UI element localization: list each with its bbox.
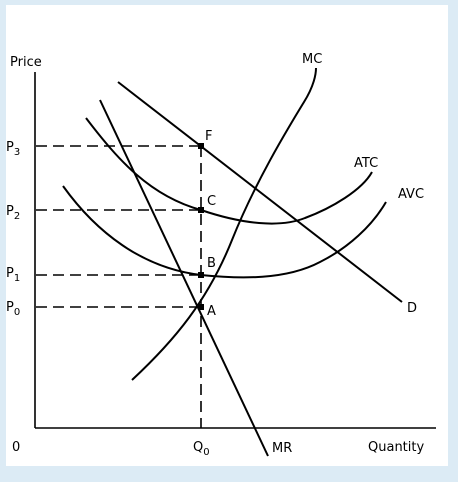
marginal-revenue-curve <box>99 99 269 457</box>
avc-curve-label: AVC <box>398 187 424 202</box>
mr-curve-label: MR <box>272 441 292 456</box>
point-c-marker <box>198 207 204 213</box>
quantity-q0-label: Q0 <box>193 440 210 458</box>
point-b-label: B <box>207 256 216 271</box>
point-f-marker <box>198 143 204 149</box>
demand-curve <box>117 81 403 303</box>
atc-curve-label: ATC <box>354 156 378 171</box>
price-p1-label: P1 <box>6 266 20 284</box>
point-a-marker <box>198 304 204 310</box>
demand-curve-label: D <box>407 301 417 316</box>
price-axis-label: Price <box>10 55 42 70</box>
price-p3-label: P3 <box>6 140 20 158</box>
point-f-label: F <box>205 129 212 144</box>
average-variable-cost-curve <box>62 185 387 279</box>
point-b-marker <box>198 272 204 278</box>
diagram-panel <box>6 5 448 466</box>
mc-curve-label: MC <box>302 52 322 67</box>
marginal-cost-curve <box>131 67 317 381</box>
price-p2-label: P2 <box>6 204 20 222</box>
point-c-label: C <box>207 194 216 209</box>
point-a-label: A <box>207 304 216 319</box>
origin-label: 0 <box>12 440 20 455</box>
average-total-cost-curve <box>85 117 373 225</box>
quantity-axis-label: Quantity <box>368 440 424 455</box>
price-p0-label: P0 <box>6 300 20 318</box>
